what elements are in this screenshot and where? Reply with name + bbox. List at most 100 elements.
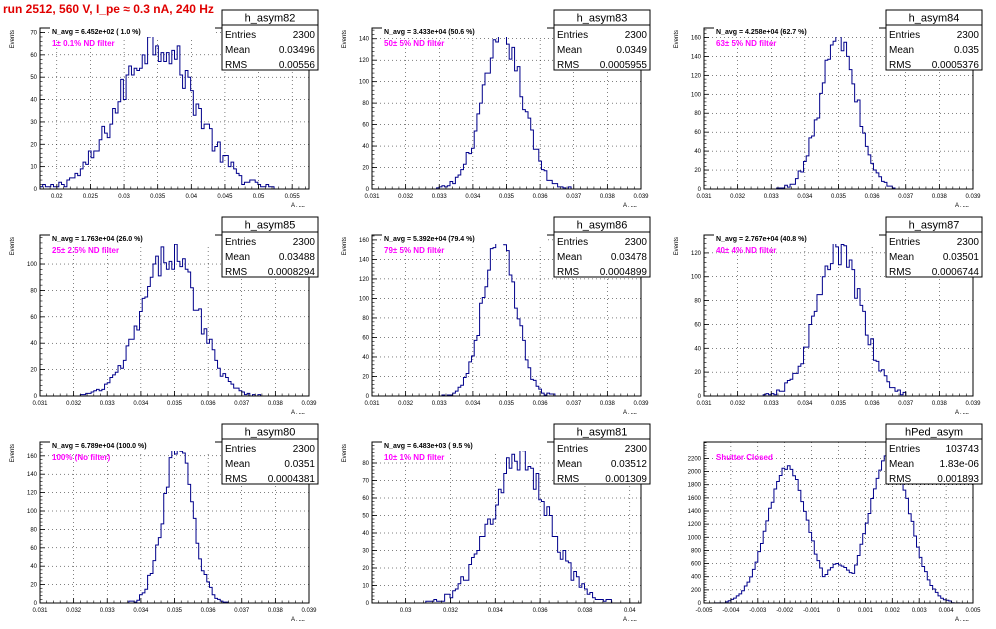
y-tick-label: 30 [362, 549, 369, 555]
y-tick-label: 120 [359, 58, 370, 64]
x-tick-label: 0.033 [432, 401, 448, 407]
y-tick-label: 200 [691, 588, 702, 594]
x-tick-label: 0.035 [167, 608, 183, 614]
x-tick-label: 0.05 [253, 194, 265, 200]
x-tick-label: 0.038 [268, 401, 284, 407]
y-tick-label: 40 [30, 564, 37, 570]
histogram-pad-h-asym86: 0.031 0.032 0.033 0.034 0.035 0.036 0.037 0.038… [332, 215, 664, 422]
histogram-svg: 0.02 0.025 0.03 0.035 0.04 0.045 0.05 0.055 A LE… [10, 9, 319, 207]
x-tick-label: 0.025 [83, 194, 99, 200]
stats-box [221, 9, 319, 71]
x-tick-label: 0.004 [939, 608, 955, 614]
y-tick-label: 100 [359, 80, 370, 86]
x-tick-label: 0.034 [465, 401, 481, 407]
y-tick-label: 40 [362, 144, 369, 150]
x-tick-label: 0.038 [932, 401, 948, 407]
navg-label: N_avg = 6.483e+03 ( 9.5 %) [384, 443, 473, 450]
y-axis-label: Events [10, 444, 16, 462]
y-tick-label: 60 [30, 315, 37, 321]
y-tick-label: 0 [34, 187, 38, 193]
navg-box [50, 440, 215, 451]
x-tick-label: 0.035 [499, 194, 515, 200]
stats-box [553, 216, 651, 278]
y-tick-label: 60 [694, 130, 701, 136]
stats-key: Mean [557, 252, 582, 263]
y-tick-label: 400 [691, 575, 702, 581]
x-tick-label: 0.045 [217, 194, 233, 200]
x-tick-label: 0.034 [488, 608, 504, 614]
y-tick-label: 80 [362, 316, 369, 322]
navg-box [382, 26, 547, 37]
y-tick-label: 40 [694, 346, 701, 352]
y-tick-label: 20 [362, 374, 369, 380]
y-tick-label: 120 [359, 277, 370, 283]
stats-box [553, 9, 651, 71]
stats-key: RMS [225, 474, 248, 485]
y-tick-label: 80 [362, 461, 369, 467]
histogram-pad-h-asym80: 0.031 0.032 0.033 0.034 0.035 0.036 0.037 0.038… [0, 422, 332, 629]
x-tick-label: 0.031 [696, 401, 712, 407]
histogram-svg: 0.031 0.032 0.033 0.034 0.035 0.036 0.037 0.038… [674, 216, 983, 414]
y-axis-label: Events [342, 444, 348, 462]
y-tick-label: 1800 [688, 483, 702, 489]
histogram-svg: 0.03 0.032 0.034 0.036 0.038 0.04 A LED 0 10 20 30… [342, 423, 651, 621]
y-tick-label: 140 [359, 257, 370, 263]
y-tick-label: 140 [359, 37, 370, 43]
x-tick-label: 0.037 [898, 401, 914, 407]
x-tick-label: 0.034 [133, 401, 149, 407]
stats-key: Entries [889, 237, 920, 248]
x-tick-label: 0.033 [100, 608, 116, 614]
x-tick-label: 0.03 [400, 608, 412, 614]
stats-value: 0.0005376 [932, 60, 980, 71]
y-tick-label: 40 [30, 98, 37, 104]
x-tick-label: 0.033 [432, 194, 448, 200]
x-tick-label: 0.036 [533, 194, 549, 200]
histogram-svg: 0.031 0.032 0.033 0.034 0.035 0.036 0.037 0.038… [10, 423, 319, 621]
filter-annotation: 63± 5% ND filter [716, 39, 776, 48]
stats-box [885, 216, 983, 278]
x-tick-label: 0.036 [201, 401, 217, 407]
y-tick-label: 100 [27, 262, 38, 268]
x-axis-label: A LED [291, 203, 306, 207]
stats-key: RMS [557, 267, 580, 278]
x-tick-label: 0.032 [730, 401, 746, 407]
x-axis-label: A LED [955, 410, 970, 414]
x-tick-label: 0.032 [730, 194, 746, 200]
y-tick-label: 0 [366, 187, 370, 193]
x-axis-label: A LED [291, 617, 306, 621]
stats-value: 103743 [946, 444, 980, 455]
y-tick-label: 60 [30, 53, 37, 59]
x-tick-label: 0.03 [118, 194, 130, 200]
stats-key: RMS [557, 474, 580, 485]
y-axis-label: Events [342, 237, 348, 255]
x-tick-label: -0.002 [776, 608, 794, 614]
x-tick-label: 0.036 [533, 608, 549, 614]
y-tick-label: 80 [362, 101, 369, 107]
y-tick-label: 2000 [688, 470, 702, 476]
x-tick-label: 0.032 [398, 401, 414, 407]
x-tick-label: 0.036 [533, 401, 549, 407]
stats-value: 2300 [625, 444, 648, 455]
stats-key: Entries [557, 444, 588, 455]
y-tick-label: 60 [30, 546, 37, 552]
stats-key: Mean [225, 252, 250, 263]
stats-value: 0.0349 [616, 45, 647, 56]
navg-label: N_avg = 3.433e+04 (50.6 %) [384, 29, 475, 36]
y-axis-label: Events [10, 30, 16, 48]
x-axis-label: A LED [955, 617, 970, 621]
y-tick-label: 120 [691, 251, 702, 257]
stats-title: h_asym83 [577, 13, 628, 25]
x-tick-label: 0.034 [133, 608, 149, 614]
y-tick-label: 20 [694, 370, 701, 376]
navg-box [714, 233, 879, 244]
x-tick-label: 0.037 [234, 401, 250, 407]
x-axis-label: A LED [955, 203, 970, 207]
y-tick-label: 1600 [688, 496, 702, 502]
stats-value: 0.035 [954, 45, 979, 56]
y-tick-label: 10 [362, 584, 369, 590]
x-tick-label: 0.039 [301, 608, 317, 614]
filter-annotation: 50± 5% ND filter [384, 39, 444, 48]
histogram-pad-h-asym82: 0.02 0.025 0.03 0.035 0.04 0.045 0.05 0.055 A LE… [0, 8, 332, 215]
x-axis-label: A LED [623, 203, 638, 207]
stats-box [221, 216, 319, 278]
